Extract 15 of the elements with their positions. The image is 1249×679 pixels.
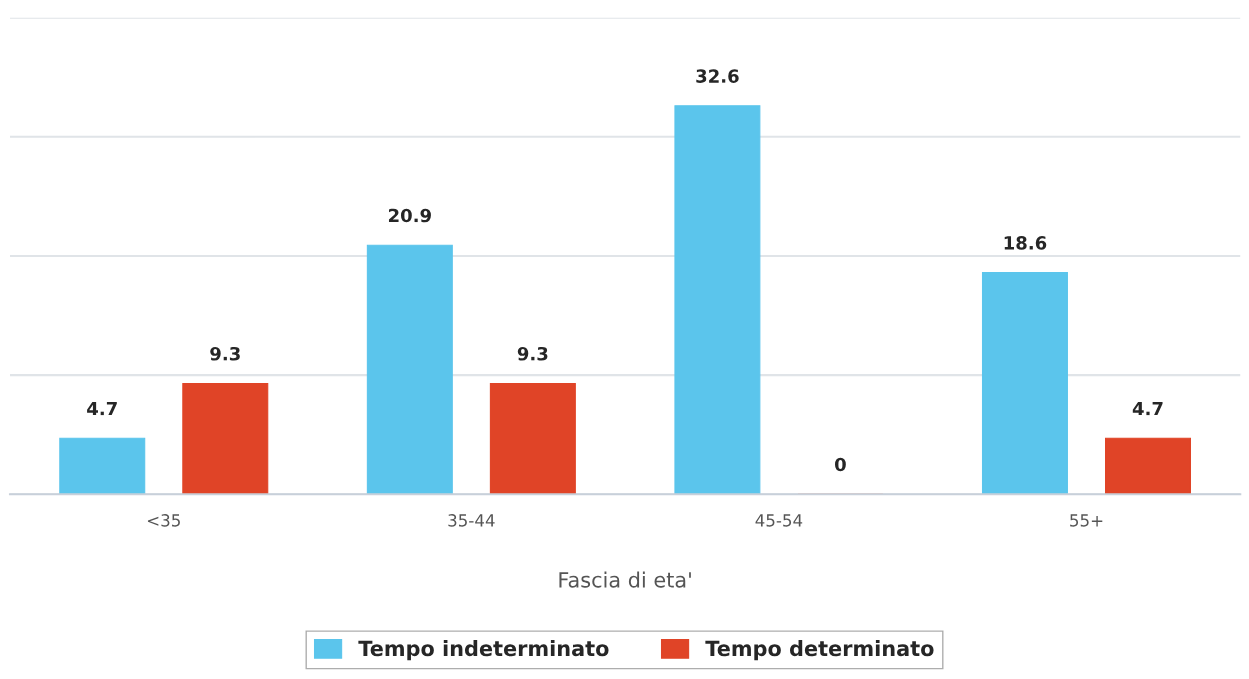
legend-label: Tempo indeterminato <box>358 640 609 661</box>
data-label: 9.3 <box>210 346 240 361</box>
data-label: 9.3 <box>517 346 548 361</box>
legend-label: Tempo determinato <box>705 640 934 661</box>
x-tick-label: 45-54 <box>755 514 803 527</box>
data-label: 20.9 <box>388 208 431 223</box>
data-label: 32.6 <box>696 69 739 83</box>
x-tick-label: 55+ <box>1070 514 1103 527</box>
data-label: 4.7 <box>87 401 117 416</box>
data-label: 4.7 <box>1132 401 1163 416</box>
x-axis-title: Fascia di eta' <box>559 571 691 588</box>
data-label: 18.6 <box>1004 236 1047 250</box>
x-tick-label: <35 <box>147 514 180 527</box>
x-tick-label: 35-44 <box>448 514 495 527</box>
data-label: 0 <box>835 457 846 472</box>
